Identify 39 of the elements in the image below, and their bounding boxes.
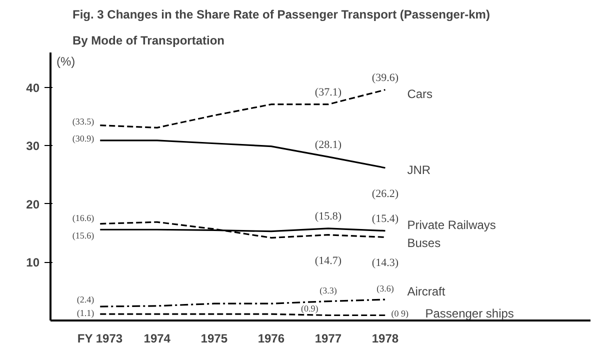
x-tick-label: 1978 <box>372 332 399 346</box>
data-label: (15.6) <box>72 230 94 241</box>
chart-title: Fig. 3 Changes in the Share Rate of Passenger Transport (Passenger-km) <box>72 8 490 22</box>
data-label: (16.6) <box>72 212 94 223</box>
series-label: Private Railways <box>407 218 496 232</box>
y-tick-label: 10 <box>26 256 40 270</box>
data-label: (30.9) <box>72 133 94 144</box>
x-tick-label: 1976 <box>258 332 285 346</box>
data-label: (3.3) <box>320 285 337 296</box>
line-series <box>99 88 386 128</box>
y-tick-label: 40 <box>26 80 40 95</box>
x-tick-label: FY 1973 <box>77 332 123 346</box>
data-label: (0.9) <box>300 303 318 314</box>
data-label: (37.1) <box>314 86 342 98</box>
y-tick-label: 30 <box>26 139 40 154</box>
data-label: (1.1) <box>76 308 94 318</box>
data-label: (14.3) <box>372 257 399 270</box>
data-label: (39.6) <box>372 72 399 84</box>
chart-subtitle: By Mode of Transportation <box>72 34 225 48</box>
series-label: Buses <box>407 236 441 250</box>
y-axis-title: (%) <box>56 54 76 68</box>
data-label: (26.2) <box>372 188 399 200</box>
data-label: (2.4) <box>76 294 94 305</box>
series-label: Aircraft <box>407 284 446 299</box>
data-label: (15.4) <box>372 212 399 225</box>
x-tick-label: 1974 <box>144 332 171 346</box>
text: Passenger ships <box>425 306 514 320</box>
data-label: (15.8) <box>314 210 342 222</box>
data-label: (0 9) <box>391 308 408 318</box>
series-label: Cars <box>407 86 433 101</box>
line-series <box>99 140 386 169</box>
data-label: (3.6) <box>376 284 394 294</box>
data-label: (28.1) <box>314 138 342 151</box>
data-label: (14.7) <box>314 254 342 267</box>
data-label: (33.5) <box>72 116 94 126</box>
x-tick-label: 1975 <box>200 332 228 346</box>
series-label: JNR <box>407 162 431 177</box>
x-tick-label: 1977 <box>314 332 342 346</box>
y-tick-label: 20 <box>26 197 40 212</box>
